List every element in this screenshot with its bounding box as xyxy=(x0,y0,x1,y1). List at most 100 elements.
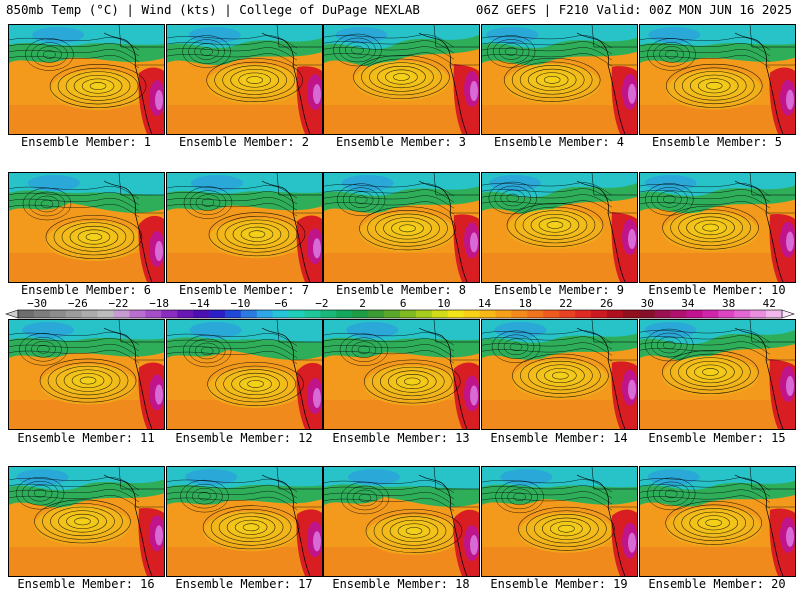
ensemble-member-label: Ensemble Member: 11 xyxy=(17,431,155,445)
colorbar-swatch xyxy=(591,310,608,318)
colorbar-swatch xyxy=(718,310,735,318)
temperature-colorbar: −30 −26 −22 −18 −14 −10 −6 −2 2 6 10 14 18 22 26 30 34 38… xyxy=(5,297,795,319)
colorbar-tick-label: 10 xyxy=(437,297,450,310)
colorbar-swatch xyxy=(161,310,178,318)
ensemble-member-map xyxy=(323,24,480,135)
colorbar-tick-label: −14 xyxy=(190,297,210,310)
colorbar-tick-label: 38 xyxy=(722,297,735,310)
ensemble-member-label: Ensemble Member: 1 xyxy=(20,135,152,149)
colorbar-swatch xyxy=(431,310,449,318)
colorbar-swatch xyxy=(209,310,226,318)
ensemble-member-map xyxy=(481,172,638,283)
colorbar-swatch xyxy=(272,310,289,318)
colorbar-swatch xyxy=(352,310,369,318)
ensemble-member-label: Ensemble Member: 14 xyxy=(490,431,628,445)
ensemble-member-map xyxy=(481,319,638,430)
colorbar-swatch xyxy=(33,310,51,318)
ensemble-member-map xyxy=(639,466,796,577)
ensemble-member-label: Ensemble Member: 6 xyxy=(20,283,152,297)
ensemble-member-label: Ensemble Member: 13 xyxy=(332,431,470,445)
colorbar-swatch xyxy=(368,310,385,318)
colorbar-swatch xyxy=(113,310,130,318)
colorbar-swatch xyxy=(734,310,751,318)
ensemble-member-label: Ensemble Member: 17 xyxy=(175,577,313,591)
ensemble-member-label: Ensemble Member: 16 xyxy=(17,577,155,591)
colorbar-swatch xyxy=(304,310,321,318)
colorbar-tick-label: −22 xyxy=(109,297,129,310)
colorbar-swatch xyxy=(654,310,671,318)
ensemble-member-map xyxy=(8,172,165,283)
colorbar-swatch xyxy=(240,310,258,318)
colorbar-swatch xyxy=(193,310,210,318)
colorbar-swatch xyxy=(129,310,146,318)
colorbar-swatch xyxy=(527,310,544,318)
ensemble-member-map xyxy=(639,172,796,283)
ensemble-member-label: Ensemble Member: 5 xyxy=(651,135,783,149)
ensemble-member-label: Ensemble Member: 9 xyxy=(493,283,625,297)
colorbar-tick-label: −6 xyxy=(275,297,288,310)
ensemble-member-map xyxy=(166,319,323,430)
colorbar-swatch xyxy=(400,310,417,318)
colorbar-swatch xyxy=(463,310,480,318)
colorbar-swatch xyxy=(686,310,703,318)
ensemble-member-map xyxy=(8,319,165,430)
ensemble-member-map xyxy=(481,466,638,577)
colorbar-swatch xyxy=(511,310,528,318)
colorbar-swatch xyxy=(447,310,464,318)
colorbar-swatch xyxy=(320,310,337,318)
colorbar-tick-label: 22 xyxy=(559,297,572,310)
colorbar-swatch xyxy=(384,310,401,318)
ensemble-member-label: Ensemble Member: 12 xyxy=(175,431,313,445)
colorbar-swatch xyxy=(750,310,767,318)
ensemble-member-map xyxy=(8,24,165,135)
ensemble-member-map xyxy=(323,319,480,430)
colorbar-tick-label: 14 xyxy=(478,297,492,310)
ensemble-member-label: Ensemble Member: 18 xyxy=(332,577,470,591)
ensemble-member-label: Ensemble Member: 7 xyxy=(178,283,310,297)
ensemble-member-map xyxy=(323,172,480,283)
colorbar-swatch xyxy=(256,310,273,318)
colorbar-tick-label: 26 xyxy=(600,297,613,310)
colorbar-outline xyxy=(17,309,783,319)
colorbar-swatch xyxy=(81,310,98,318)
colorbar-tick-label: 42 xyxy=(763,297,776,310)
colorbar-tick-label: 34 xyxy=(681,297,695,310)
colorbar-tick-label: 2 xyxy=(359,297,366,310)
colorbar-swatch xyxy=(638,310,655,318)
colorbar-swatch xyxy=(622,310,640,318)
ensemble-member-map xyxy=(481,24,638,135)
ensemble-member-label: Ensemble Member: 3 xyxy=(335,135,467,149)
colorbar-tick-label: −26 xyxy=(68,297,88,310)
colorbar-swatch xyxy=(97,310,114,318)
colorbar-swatch xyxy=(702,310,719,318)
colorbar-swatch xyxy=(145,310,162,318)
colorbar-min-arrow xyxy=(5,309,19,319)
ensemble-member-map xyxy=(639,319,796,430)
map-title: 850mb Temp (°C) | Wind (kts) | College o… xyxy=(6,2,420,17)
colorbar-swatch xyxy=(65,310,82,318)
ensemble-member-label: Ensemble Member: 4 xyxy=(493,135,625,149)
colorbar-swatch xyxy=(479,310,496,318)
ensemble-member-label: Ensemble Member: 19 xyxy=(490,577,628,591)
colorbar-tick-label: −2 xyxy=(315,297,328,310)
ensemble-member-map xyxy=(639,24,796,135)
ensemble-member-label: Ensemble Member: 10 xyxy=(648,283,786,297)
ensemble-member-label: Ensemble Member: 20 xyxy=(648,577,786,591)
ensemble-member-map xyxy=(166,466,323,577)
colorbar-swatch xyxy=(49,310,67,318)
colorbar-tick-label: 18 xyxy=(519,297,532,310)
colorbar-tick-label: 30 xyxy=(641,297,654,310)
ensemble-member-map xyxy=(166,172,323,283)
colorbar-tick-label: 6 xyxy=(400,297,407,310)
colorbar-swatch xyxy=(336,310,353,318)
colorbar-swatch xyxy=(288,310,305,318)
ensemble-member-map xyxy=(323,466,480,577)
colorbar-swatch xyxy=(224,310,242,318)
run-valid-time: 06Z GEFS | F210 Valid: 00Z MON JUN 16 20… xyxy=(475,2,792,17)
colorbar-tick-label: −30 xyxy=(27,297,47,310)
ensemble-member-map xyxy=(166,24,323,135)
colorbar-swatch xyxy=(18,310,35,318)
ensemble-member-label: Ensemble Member: 2 xyxy=(178,135,310,149)
colorbar-tick-label: −10 xyxy=(231,297,251,310)
colorbar-swatch xyxy=(543,310,560,318)
